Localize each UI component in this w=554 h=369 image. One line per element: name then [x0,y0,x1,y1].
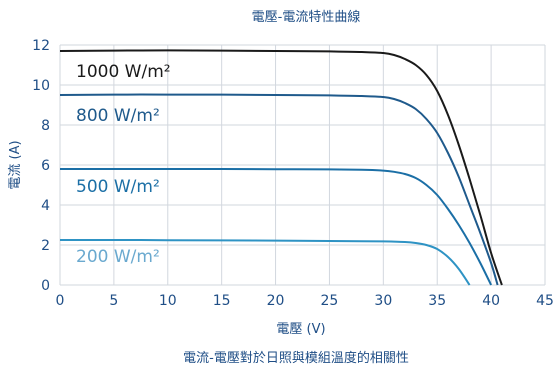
x-tick-label: 5 [109,293,118,309]
chart-title: 電壓-電流特性曲線 [252,9,361,25]
series-label-500: 500 W/m² [76,177,160,197]
x-tick-label: 35 [428,293,446,309]
tick-labels: 0 5 10 15 20 25 30 35 40 45 0 2 4 6 8 10 12 [32,38,554,309]
series-label-200: 200 W/m² [76,247,160,267]
y-tick-label: 2 [41,238,50,254]
x-tick-label: 30 [374,293,392,309]
x-tick-label: 40 [482,293,500,309]
series-line-0 [59,49,503,286]
series-line-3 [60,239,471,286]
y-tick-label: 12 [32,38,50,54]
x-tick-label: 20 [267,293,285,309]
series-line-1 [59,93,499,286]
y-tick-label: 8 [41,118,50,134]
x-tick-label: 25 [321,293,339,309]
series-label-800: 800 W/m² [76,106,160,126]
x-tick-label: 0 [56,293,65,309]
y-tick-label: 6 [41,158,50,174]
x-axis-label: 電壓 (V) [276,322,325,337]
grid [59,44,546,286]
chart-caption: 電流-電壓對於日照與模組溫度的相關性 [183,350,409,366]
x-tick-label: 10 [159,293,177,309]
x-tick-label: 15 [213,293,231,309]
y-tick-label: 0 [41,278,50,294]
y-tick-label: 10 [32,78,50,94]
series-label-1000: 1000 W/m² [76,62,171,82]
x-tick-label: 45 [536,293,554,309]
y-axis-label: 電流 (A) [8,140,23,189]
y-tick-label: 4 [41,198,50,214]
series-line-2 [59,167,492,286]
series-lines [59,49,503,286]
